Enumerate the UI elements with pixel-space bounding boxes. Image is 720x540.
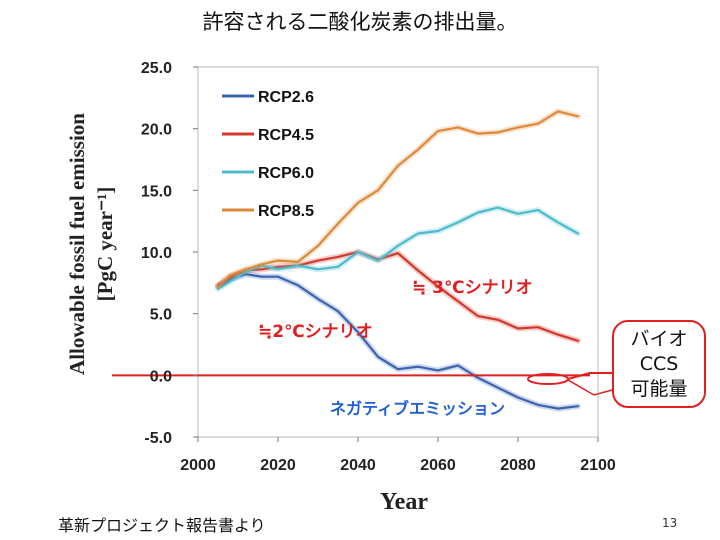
- y-tick-label: 25.0: [141, 60, 172, 77]
- legend-label-RCP4.5: RCP4.5: [258, 127, 314, 144]
- y-tick-label: 15.0: [141, 183, 172, 200]
- x-tick-label: 2080: [500, 457, 536, 474]
- page-number: 13: [662, 516, 678, 530]
- x-tick-label: 2000: [180, 457, 216, 474]
- x-tick-label: 2040: [340, 457, 376, 474]
- x-tick-label: 2060: [420, 457, 456, 474]
- callout-line-2: CCS: [639, 352, 679, 375]
- series-line-RCP4.5: [216, 250, 580, 342]
- callout-connector-2: [567, 379, 613, 396]
- legend-label-RCP6.0: RCP6.0: [258, 165, 314, 182]
- y-axis-unit: [PgC year⁻¹]: [93, 187, 117, 302]
- annotation-2c-scenario: ≒2℃シナリオ: [258, 322, 373, 342]
- tick-layer: -5.0 0.0 5.0 10.0 15.0 20.0 25.0 2000 2020 2040 20…: [65, 60, 616, 515]
- y-tick-label: 5.0: [150, 307, 172, 324]
- slide-title: 許容される二酸化炭素の排出量。: [202, 10, 518, 34]
- bio-ccs-callout: バイオ CCS 可能量: [612, 320, 706, 408]
- x-tick-label: 2020: [260, 457, 296, 474]
- callout-line-3: 可能量: [630, 377, 688, 400]
- x-axis-title: Year: [380, 489, 428, 515]
- y-tick-label: 0.0: [150, 368, 172, 385]
- callout-connector: [567, 372, 612, 380]
- legend-label-RCP2.6: RCP2.6: [258, 89, 314, 106]
- x-tick-label: 2100: [580, 457, 616, 474]
- y-axis-title: Allowable fossil fuel emission: [65, 113, 89, 375]
- legend-label-RCP8.5: RCP8.5: [258, 203, 314, 220]
- y-tick-label: 20.0: [141, 122, 172, 139]
- callout-line-1: バイオ: [630, 327, 688, 350]
- annotation-3c-scenario: ≒ 3℃シナリオ: [412, 278, 533, 298]
- series-line-RCP2.6: [216, 273, 580, 410]
- source-note: 革新プロジェクト報告書より: [58, 516, 266, 535]
- series-line-RCP8.5: [216, 110, 580, 288]
- series-layer: [215, 108, 581, 412]
- legend: RCP2.6 RCP4.5 RCP6.0 RCP8.5: [222, 89, 314, 220]
- y-tick-label: 10.0: [141, 245, 172, 262]
- annotation-negative-emission: ネガティブエミッション: [330, 399, 505, 418]
- y-tick-label: -5.0: [144, 430, 172, 447]
- series-line-RCP6.0: [216, 206, 580, 291]
